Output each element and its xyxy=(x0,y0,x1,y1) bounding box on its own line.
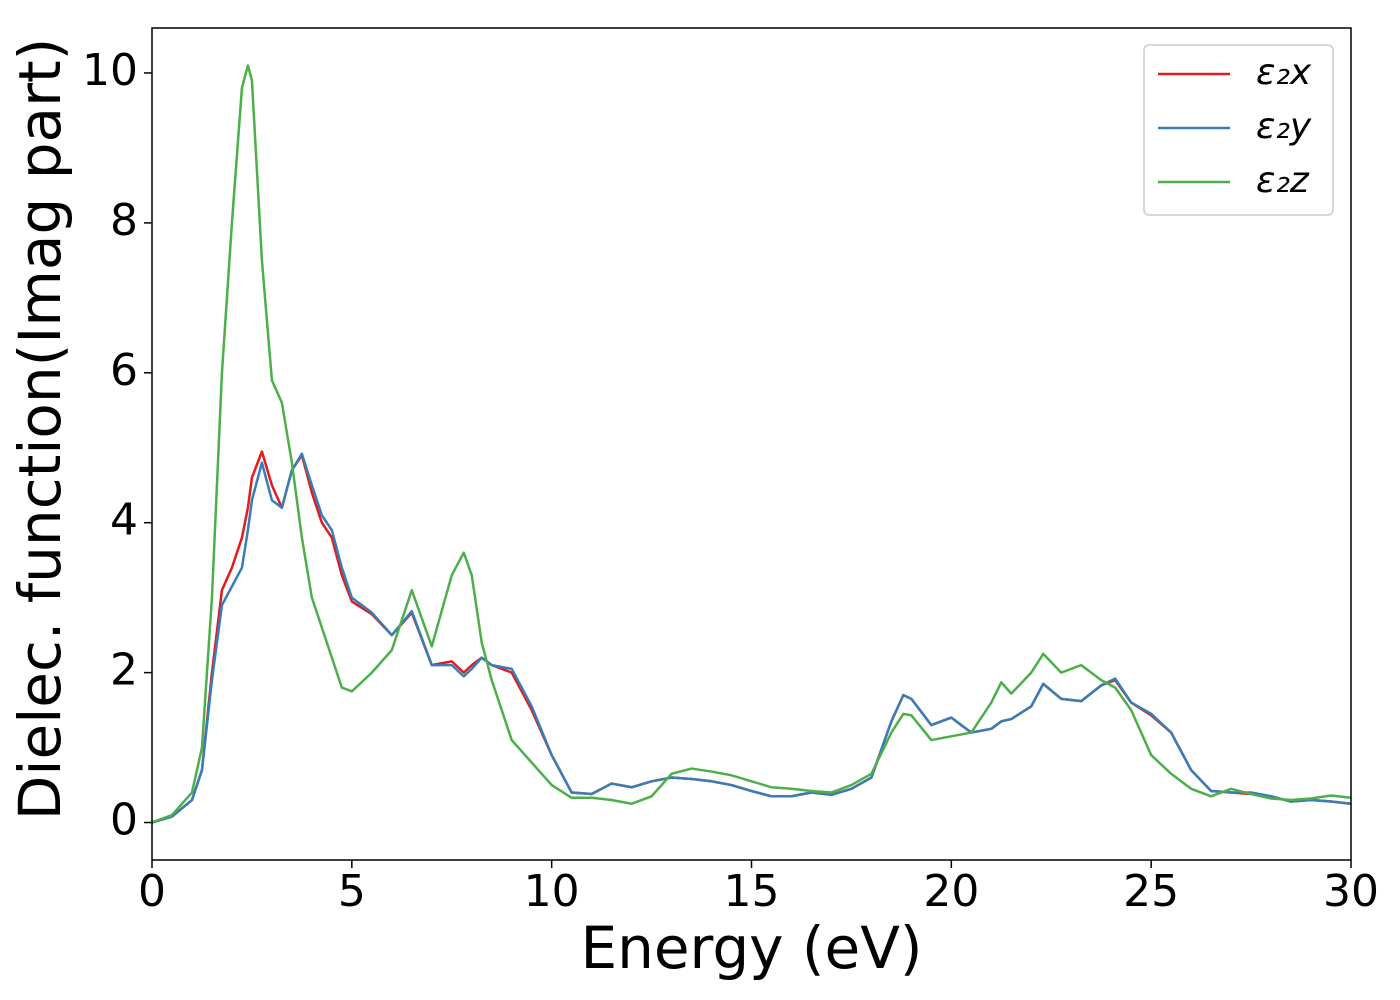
y-tick-label: 0 xyxy=(110,795,138,846)
x-tick-label: 15 xyxy=(724,866,780,917)
x-axis-label: Energy (eV) xyxy=(580,914,922,982)
x-tick-label: 5 xyxy=(338,866,366,917)
y-tick-label: 2 xyxy=(110,645,138,696)
legend-label: ε₂z xyxy=(1256,160,1310,201)
plot-frame xyxy=(151,27,1352,861)
y-tick-label: 8 xyxy=(110,195,138,246)
y-tick-label: 10 xyxy=(82,45,138,96)
x-tick-label: 20 xyxy=(923,866,979,917)
legend-box xyxy=(1143,44,1334,216)
x-tick-label: 10 xyxy=(524,866,580,917)
legend-label: ε₂y xyxy=(1256,106,1312,147)
x-tick-label: 30 xyxy=(1323,866,1379,917)
x-tick-label: 25 xyxy=(1123,866,1179,917)
y-tick-label: 4 xyxy=(110,495,138,546)
legend-label: ε₂x xyxy=(1256,52,1312,93)
y-tick-label: 6 xyxy=(110,345,138,396)
x-tick-label: 0 xyxy=(138,866,166,917)
series-line xyxy=(152,452,1351,824)
y-axis-label: Dielec. function(Imag part) xyxy=(6,38,74,821)
series-line xyxy=(152,64,1351,824)
